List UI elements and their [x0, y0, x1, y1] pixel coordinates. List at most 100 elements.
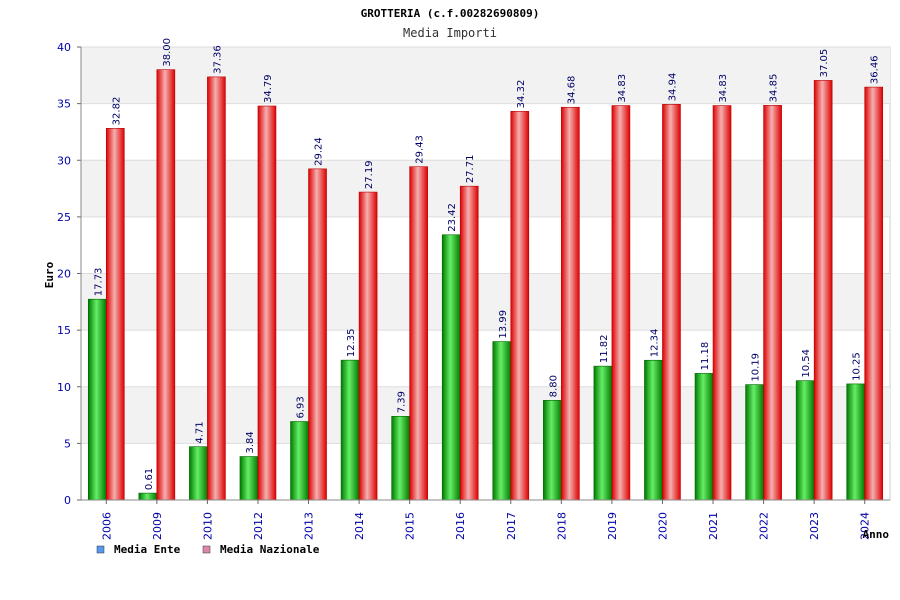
- legend-swatch: [96, 545, 105, 554]
- data-label: 27.71: [465, 155, 476, 184]
- bar-media-ente-2009: [138, 492, 158, 501]
- data-label: 10.25: [852, 352, 863, 381]
- x-tick-label: 2021: [707, 512, 720, 540]
- data-label: 34.32: [516, 80, 527, 109]
- bar-media-nazionale-2018: [561, 106, 580, 501]
- bar-media-ente-2018: [543, 400, 562, 501]
- legend: Media Ente Media Nazionale: [96, 543, 320, 556]
- data-label: 34.85: [769, 74, 780, 103]
- data-label: 29.43: [415, 135, 426, 164]
- bar-media-nazionale-2016: [459, 185, 479, 501]
- data-label: 29.24: [314, 137, 325, 166]
- bar-media-ente-2020: [644, 359, 663, 501]
- y-tick-label: 20: [57, 268, 71, 281]
- x-tick-label: 2015: [404, 512, 417, 540]
- bar-media-ente-2010: [189, 446, 208, 501]
- x-tick-label: 2010: [201, 512, 214, 540]
- x-tick-label: 2018: [555, 512, 568, 540]
- chart-title: GROTTERIA (c.f.00282690809): [361, 7, 540, 20]
- y-axis-label: Euro: [43, 261, 56, 288]
- bar-media-ente-2022: [745, 384, 764, 501]
- bar-media-ente-2017: [492, 341, 512, 501]
- data-label: 10.54: [801, 349, 812, 378]
- bar-media-nazionale-2010: [207, 76, 226, 501]
- x-tick-label: 2012: [252, 512, 265, 540]
- bar-media-nazionale-2022: [763, 105, 782, 501]
- data-label: 8.80: [548, 375, 559, 397]
- bar-media-nazionale-2021: [712, 105, 732, 501]
- x-tick-label: 2022: [758, 512, 771, 540]
- bar-media-ente-2023: [795, 380, 815, 501]
- y-tick-label: 15: [57, 324, 71, 337]
- data-label: 27.19: [364, 160, 375, 189]
- x-tick-label: 2016: [454, 512, 467, 540]
- x-tick-label: 2006: [100, 512, 113, 540]
- data-label: 37.05: [819, 49, 830, 78]
- data-label: 3.84: [245, 431, 256, 453]
- data-label: 7.39: [397, 391, 408, 413]
- bar-media-nazionale-2015: [409, 166, 428, 501]
- bars: [87, 69, 884, 501]
- bar-media-ente-2013: [290, 421, 309, 501]
- x-tick-label: 2023: [808, 512, 821, 540]
- data-label: 34.68: [566, 76, 577, 105]
- x-axis-label: Anno: [863, 528, 890, 541]
- bar-media-nazionale-2024: [864, 86, 884, 501]
- data-label: 12.35: [346, 328, 357, 357]
- y-tick-label: 35: [57, 98, 71, 111]
- x-tick-label: 2017: [505, 512, 518, 540]
- bar-media-ente-2014: [340, 359, 360, 501]
- y-tick-label: 0: [64, 494, 71, 507]
- y-axis: 0 5 10 15 20 25 30 35 40: [57, 41, 82, 507]
- bar-media-nazionale-2012: [257, 105, 277, 501]
- bar-media-nazionale-2009: [156, 69, 176, 501]
- bar-media-ente-2006: [87, 298, 107, 501]
- data-label: 34.94: [667, 73, 678, 102]
- data-label: 10.19: [751, 353, 762, 382]
- data-label: 11.18: [700, 342, 711, 371]
- data-label: 34.83: [617, 74, 628, 103]
- legend-label: Media Ente: [114, 543, 181, 556]
- data-label: 6.93: [296, 396, 307, 418]
- data-label: 17.73: [93, 268, 104, 297]
- bar-media-nazionale-2023: [813, 80, 833, 501]
- x-tick-label: 2019: [606, 512, 619, 540]
- bar-media-nazionale-2020: [662, 104, 681, 501]
- data-label: 37.36: [212, 45, 223, 74]
- x-tick-label: 2020: [656, 512, 669, 540]
- legend-label: Media Nazionale: [220, 543, 320, 556]
- data-label: 4.71: [194, 421, 205, 443]
- data-label: 23.42: [447, 203, 458, 232]
- data-label: 38.00: [162, 38, 173, 67]
- legend-swatch: [202, 545, 211, 554]
- bar-media-ente-2019: [593, 365, 613, 501]
- y-tick-label: 10: [57, 381, 71, 394]
- bar-media-ente-2012: [239, 456, 259, 501]
- chart-subtitle: Media Importi: [403, 26, 497, 40]
- data-labels: 17.73 32.82 0.61 38.00 4.71 37.36 3.84 34.79 6.9…: [93, 38, 880, 490]
- data-label: 32.82: [111, 97, 122, 126]
- x-axis: 2006 2009 2010 2012 2013 2014 2015 2016 2017 2018…: [81, 499, 890, 540]
- bar-media-ente-2024: [846, 383, 866, 501]
- data-label: 36.46: [870, 55, 881, 84]
- data-label: 34.79: [263, 74, 274, 103]
- y-tick-label: 40: [57, 41, 71, 54]
- y-tick-label: 30: [57, 154, 71, 167]
- x-tick-label: 2014: [353, 512, 366, 540]
- bar-media-ente-2016: [441, 234, 461, 501]
- data-label: 13.99: [498, 310, 509, 339]
- data-label: 12.34: [649, 329, 660, 358]
- bar-media-nazionale-2017: [510, 111, 530, 501]
- data-label: 34.83: [718, 74, 729, 103]
- x-tick-label: 2009: [151, 512, 164, 540]
- bar-media-ente-2021: [694, 373, 714, 501]
- bar-media-nazionale-2014: [358, 191, 378, 501]
- data-label: 0.61: [144, 468, 155, 490]
- bar-media-nazionale-2006: [105, 128, 125, 501]
- y-tick-label: 25: [57, 211, 71, 224]
- bar-media-nazionale-2019: [611, 105, 631, 501]
- bar-media-ente-2015: [391, 416, 410, 501]
- bar-media-nazionale-2013: [308, 168, 327, 501]
- y-tick-label: 5: [64, 437, 71, 450]
